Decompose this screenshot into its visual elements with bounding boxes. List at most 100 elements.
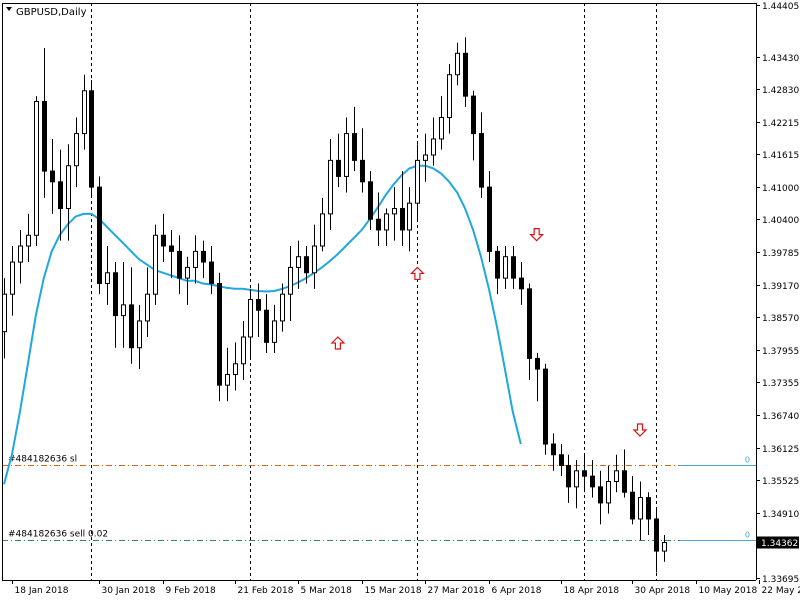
candle	[415, 144, 420, 220]
candle-body-up	[606, 481, 611, 504]
candle-body-down	[336, 159, 341, 177]
moving-average	[3, 164, 522, 485]
candle	[201, 240, 206, 279]
candle-body-up	[272, 320, 277, 343]
candle-body-down	[487, 186, 492, 252]
candle-body-down	[209, 261, 214, 284]
candle	[272, 304, 277, 354]
candle-body-up	[241, 336, 246, 365]
candle-body-down	[129, 304, 134, 349]
candle-body-down	[89, 90, 94, 188]
candle	[264, 294, 269, 354]
candle-body-down	[654, 518, 659, 552]
candle-body-up	[312, 245, 317, 274]
candle	[407, 187, 412, 252]
candle-body-up	[328, 159, 333, 215]
candle-body-down	[201, 250, 206, 263]
candle-body-up	[638, 497, 643, 520]
x-tick-label: 22 May 2018	[762, 586, 800, 596]
candle	[312, 224, 317, 289]
candle-body-down	[264, 309, 269, 343]
candle-body-up	[145, 293, 150, 322]
candle-body-up	[415, 159, 420, 204]
order-level-value: 0	[745, 531, 750, 540]
candle-body-down	[161, 234, 166, 247]
order-label: #484182636 sell 0.02	[8, 530, 108, 540]
arrow-down-icon	[529, 228, 545, 242]
candle	[58, 149, 63, 241]
x-tick-label: 21 Feb 2018	[238, 586, 294, 596]
candle-body-down	[566, 464, 571, 488]
candle-body-up	[662, 542, 667, 552]
candle	[622, 449, 627, 498]
candle	[280, 283, 285, 332]
dropdown-triangle-icon[interactable]	[6, 7, 12, 11]
candle	[519, 262, 524, 305]
candle-body-down	[511, 256, 516, 279]
candle-body-up	[574, 470, 579, 488]
candle	[423, 133, 428, 182]
y-tick-label: 1.37955	[762, 347, 799, 357]
candle-body-down	[217, 282, 222, 386]
candle	[479, 112, 484, 198]
candle	[654, 508, 659, 573]
candle	[169, 229, 174, 279]
chart-title-text: GBPUSD,Daily	[16, 7, 87, 18]
candle-body-up	[74, 133, 79, 167]
candle	[400, 171, 405, 247]
candle	[360, 128, 365, 193]
candle-body-down	[471, 95, 476, 135]
candle	[137, 304, 142, 370]
candle-body-up	[296, 256, 301, 268]
arrow-up-icon	[409, 266, 425, 281]
candle	[209, 246, 214, 295]
candle	[161, 213, 166, 263]
candle-body-down	[590, 475, 595, 488]
candle-body-up	[137, 320, 142, 349]
candle-body-up	[423, 154, 428, 161]
y-tick-label: 1.44405	[762, 2, 799, 12]
candle-body-up	[225, 373, 230, 386]
y-tick-label: 1.37355	[762, 379, 799, 389]
candle-body-down	[360, 159, 365, 183]
candle	[34, 96, 39, 247]
candle	[559, 444, 564, 477]
candle	[328, 138, 333, 230]
candle-body-up	[439, 117, 444, 140]
candle	[225, 347, 230, 402]
candle-body-down	[559, 454, 564, 466]
candle-body-up	[2, 293, 7, 333]
candle-body-up	[280, 293, 285, 322]
candle	[566, 454, 571, 503]
x-tick-label: 27 Mar 2018	[428, 586, 485, 596]
candle-body-up	[392, 208, 397, 215]
candle-body-down	[543, 368, 548, 445]
candle-body-down	[256, 299, 261, 311]
candle-body-up	[233, 363, 238, 375]
candle	[447, 64, 452, 134]
candle	[471, 90, 476, 161]
candle-body-up	[447, 74, 452, 119]
candle	[511, 246, 516, 289]
candle	[233, 342, 238, 391]
candle	[66, 144, 71, 241]
candle	[304, 246, 309, 284]
candle	[574, 460, 579, 509]
candle-body-up	[185, 266, 190, 279]
candle	[296, 240, 301, 289]
candle-body-down	[582, 470, 587, 477]
candle	[241, 320, 246, 380]
candle-body-down	[598, 486, 603, 504]
candle	[113, 262, 118, 348]
candle	[105, 246, 110, 305]
x-tick-label: 18 Apr 2018	[564, 586, 620, 596]
candle-body-up	[153, 234, 158, 295]
y-tick-label: 1.41615	[762, 151, 799, 161]
candle	[26, 213, 31, 263]
x-tick-label: 18 Jan 2018	[15, 586, 69, 596]
order-level-value: 0	[745, 456, 750, 465]
candle	[129, 267, 134, 364]
